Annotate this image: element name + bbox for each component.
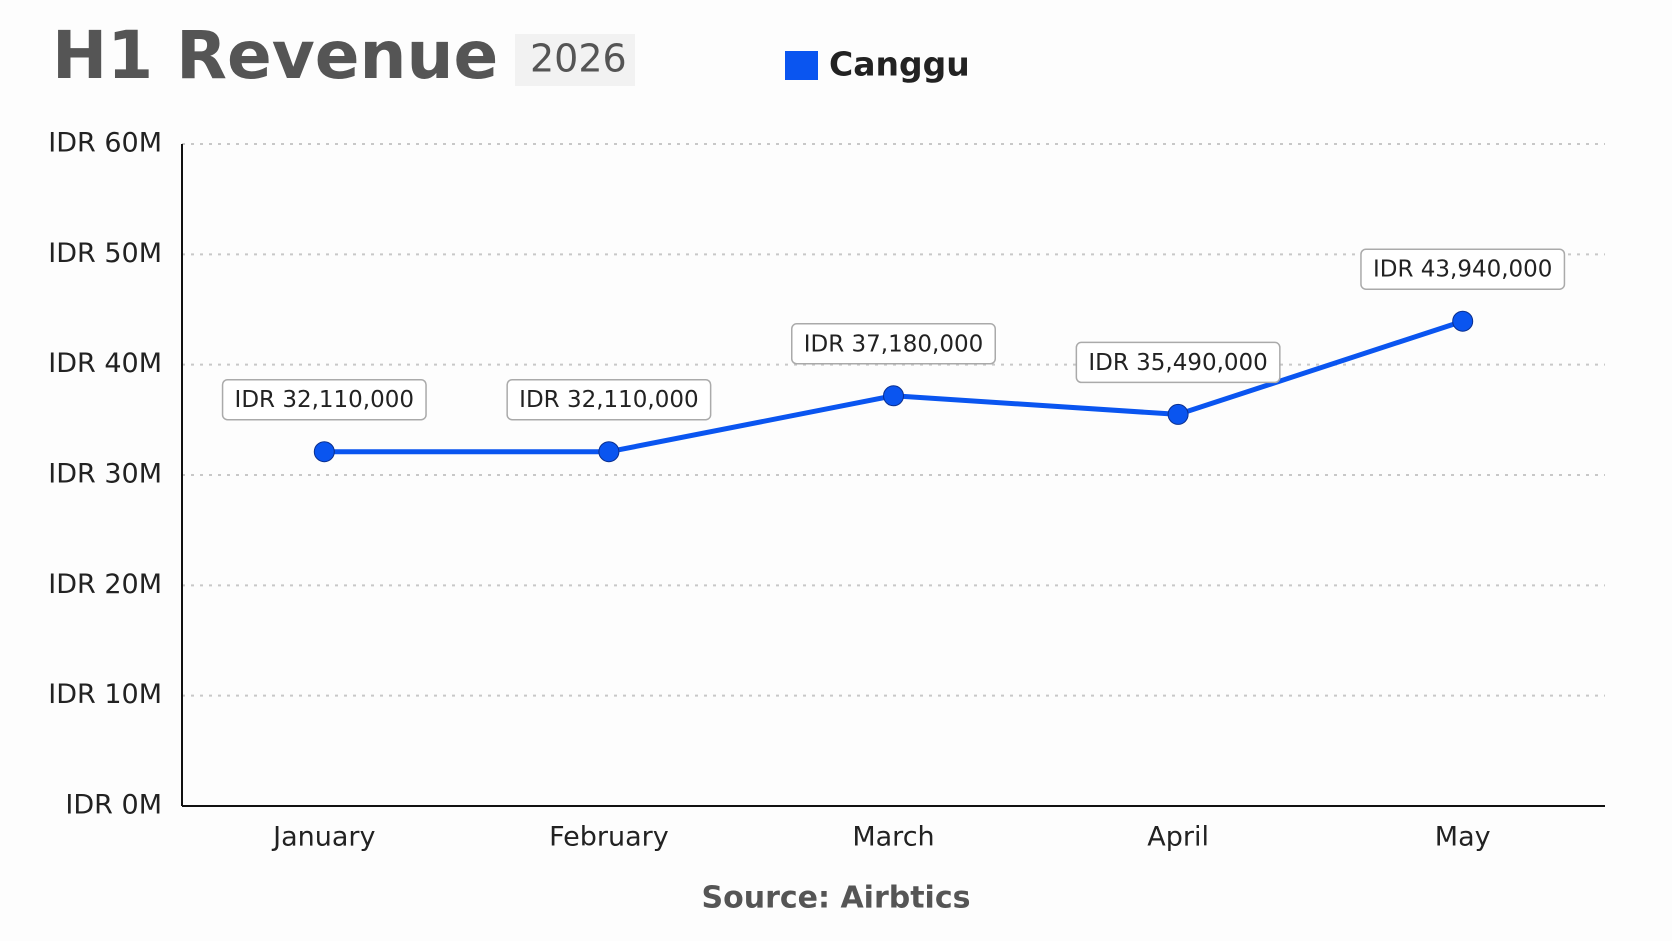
data-point bbox=[1452, 310, 1474, 332]
y-tick-label: IDR 0M bbox=[65, 790, 162, 821]
legend-label: Canggu bbox=[829, 45, 970, 84]
data-point bbox=[1167, 403, 1189, 425]
label-box bbox=[221, 378, 427, 421]
label-box bbox=[506, 378, 712, 421]
source-note: Source: Airbtics bbox=[702, 881, 971, 916]
data-label: IDR 35,490,000 bbox=[1088, 350, 1267, 376]
y-tick-label: IDR 50M bbox=[48, 238, 162, 269]
data-point bbox=[883, 385, 904, 407]
x-tick-label: March bbox=[852, 822, 934, 853]
label-box bbox=[1360, 248, 1566, 290]
subtitle-bg bbox=[515, 34, 635, 86]
x-tick-label: May bbox=[1435, 822, 1491, 853]
y-tick-label: IDR 10M bbox=[48, 679, 162, 710]
data-label: IDR 43,940,000 bbox=[1373, 257, 1552, 283]
data-label: IDR 37,180,000 bbox=[804, 331, 983, 357]
chart-title: H1 Revenue bbox=[52, 17, 498, 94]
data-label: IDR 32,110,000 bbox=[519, 387, 698, 413]
y-tick-label: IDR 40M bbox=[48, 348, 162, 379]
data-label: IDR 32,110,000 bbox=[235, 387, 414, 413]
x-tick-label: February bbox=[549, 822, 669, 853]
x-tick-label: April bbox=[1147, 822, 1209, 853]
label-box bbox=[791, 323, 996, 365]
data-point bbox=[598, 441, 620, 463]
legend-swatch bbox=[785, 51, 818, 80]
data-point bbox=[313, 441, 335, 463]
x-tick-label: January bbox=[271, 822, 375, 853]
y-tick-label: IDR 60M bbox=[48, 128, 162, 159]
chart-subtitle: 2026 bbox=[530, 37, 627, 81]
label-box bbox=[1075, 341, 1281, 384]
y-tick-label: IDR 20M bbox=[48, 569, 162, 600]
y-tick-label: IDR 30M bbox=[48, 459, 162, 490]
